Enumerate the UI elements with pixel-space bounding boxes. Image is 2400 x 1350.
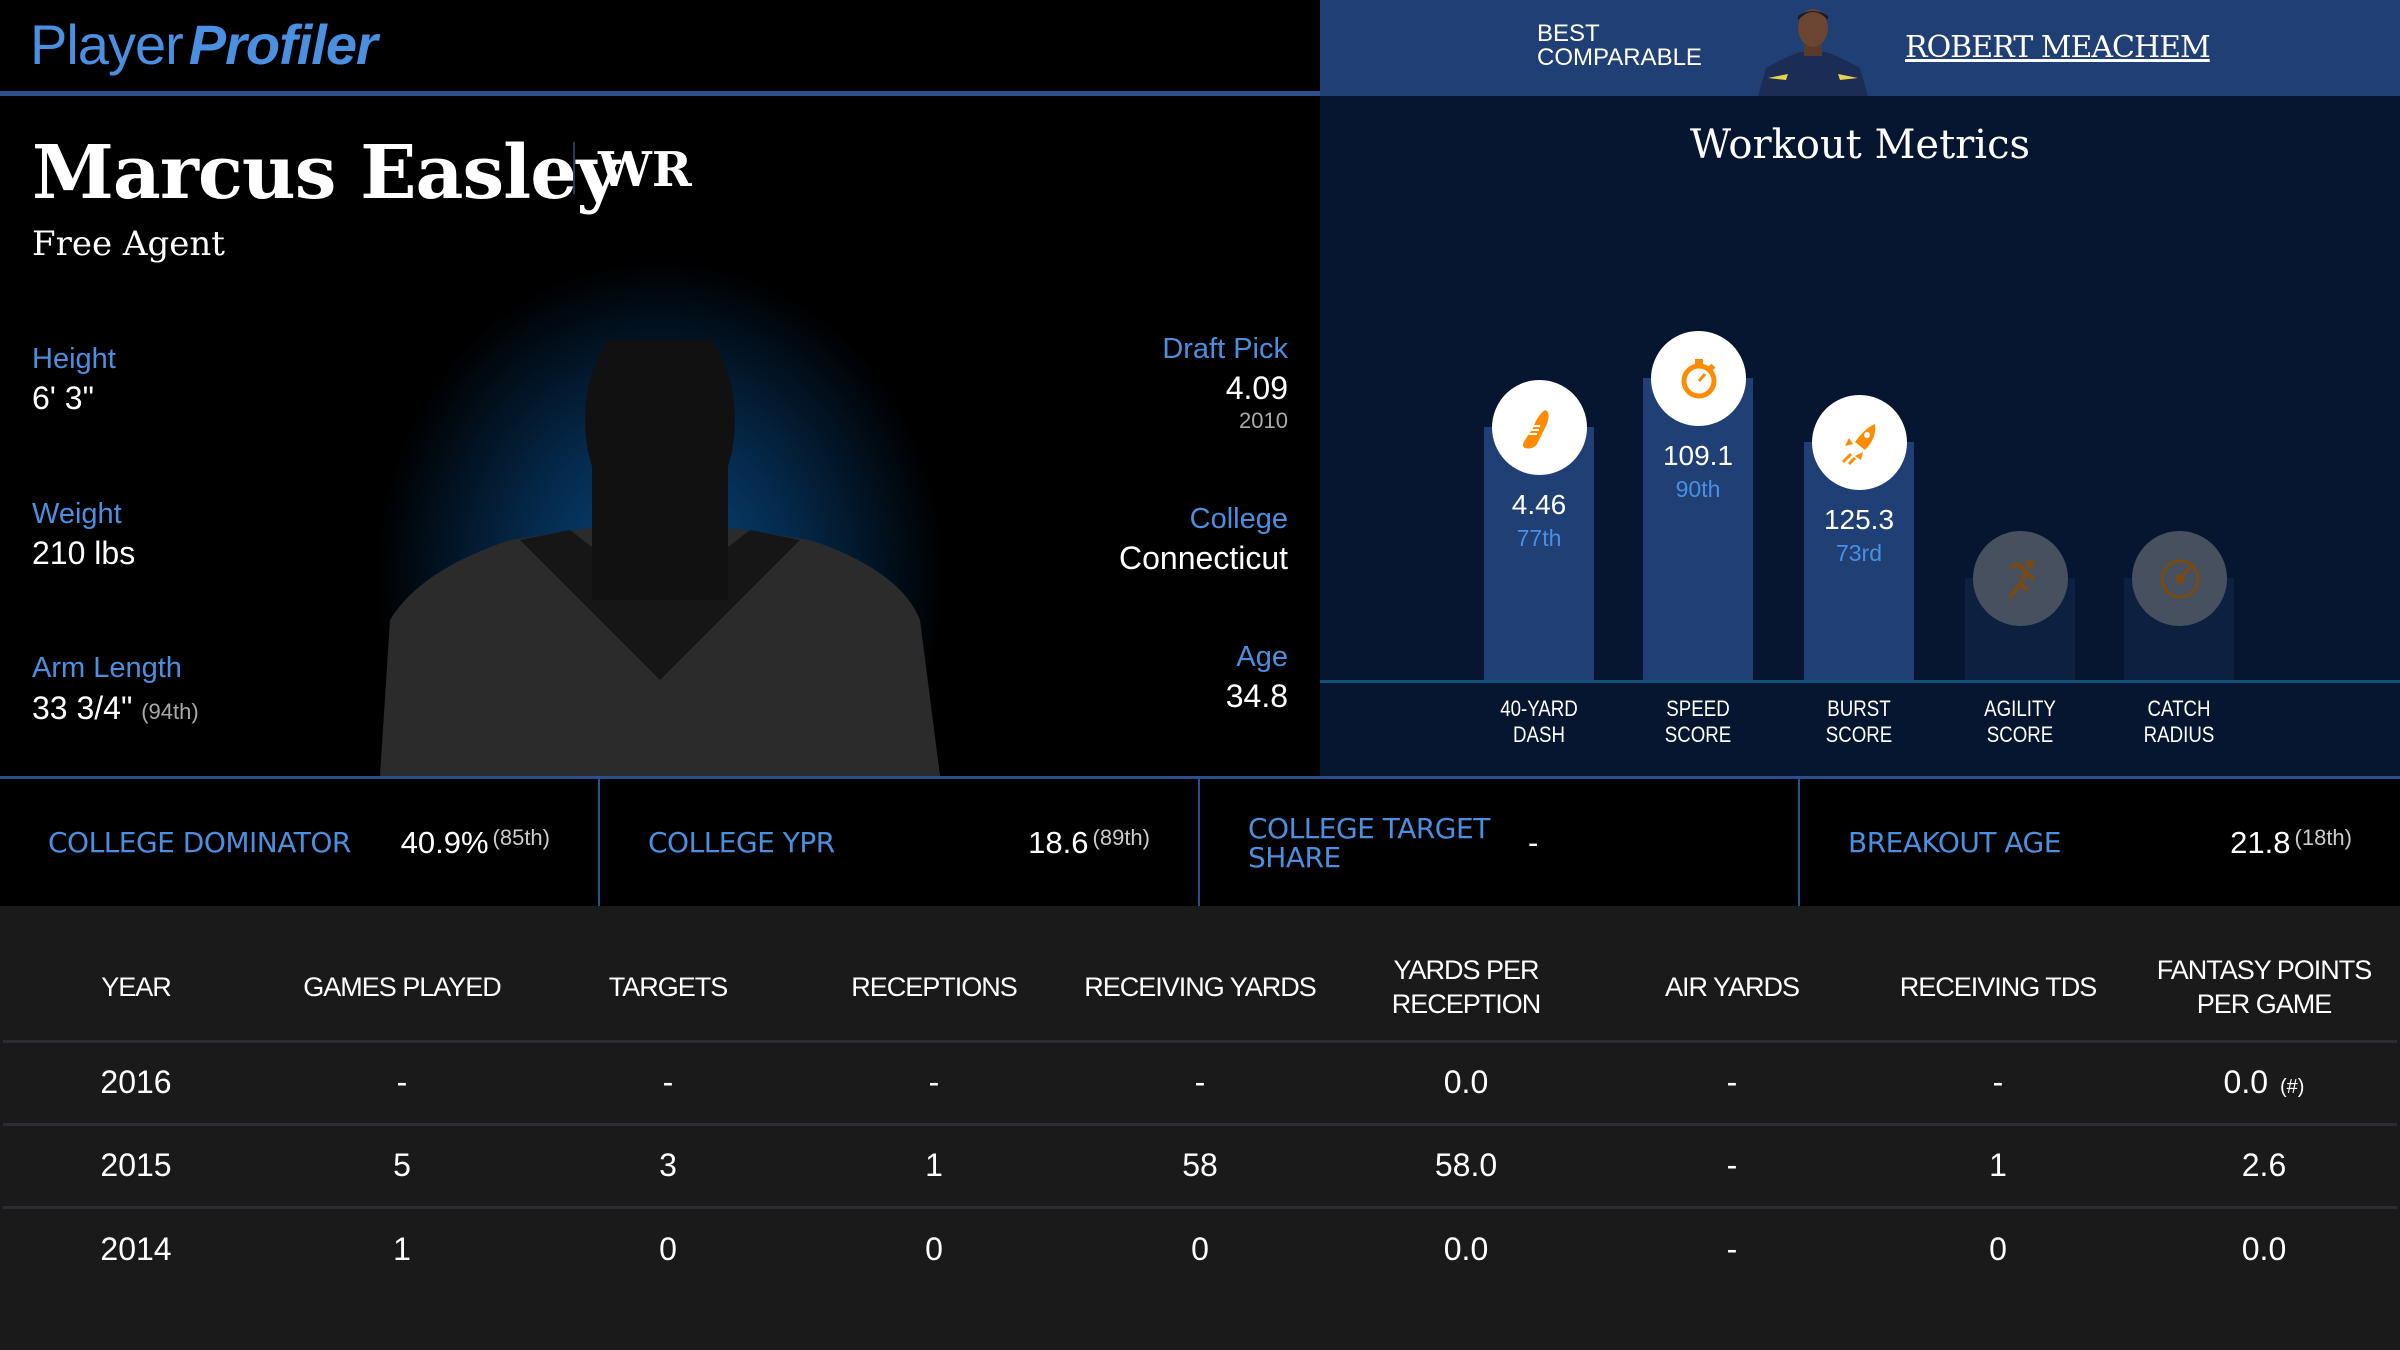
bar-percentile: 90th — [1675, 475, 1721, 502]
draft-year: 2010 — [1239, 408, 1288, 433]
column-header[interactable]: RECEIVING YARDS — [1084, 971, 1317, 1002]
runner-icon — [1973, 531, 2068, 626]
player-name: Marcus Easley — [32, 130, 619, 216]
table-cell: 0 — [1865, 1205, 2131, 1290]
table-cell: 0 — [1067, 1205, 1333, 1290]
logo-text-player: Player — [30, 13, 184, 76]
column-header[interactable]: RECEPTIONS — [851, 971, 1018, 1002]
bar-2[interactable] — [1643, 377, 1753, 680]
table-cell: 58 — [1067, 1122, 1333, 1207]
weight-label: Weight — [32, 498, 122, 530]
height-label: Height — [32, 343, 116, 375]
stopwatch-icon — [1651, 330, 1746, 426]
table-row: 2014 1 0 0 0 0.0-0 0.0 — [3, 1205, 2397, 1290]
table-cell: 2015 — [3, 1122, 269, 1207]
college-stats-bar: COLLEGE DOMINATOR 40.9% (85th) COLLEGE YPR… — [0, 776, 2400, 906]
table-cell: 2016 — [3, 1039, 269, 1124]
season-stats-table: YEAR GAMES PLAYED TARGETS RECEPTIONS RECEIVI… — [0, 906, 2400, 1350]
table-cell: 2014 — [3, 1205, 269, 1290]
table-cell: - — [801, 1039, 1067, 1124]
chart-baseline — [1320, 680, 2400, 683]
header-divider — [0, 91, 1320, 96]
name-divider — [573, 142, 575, 194]
stat-college-target-share: COLLEGE TARGET SHARE - — [1200, 779, 1800, 906]
header-left — [0, 0, 1320, 92]
logo[interactable]: Player Profiler — [30, 12, 378, 77]
table-cell: - — [1865, 1039, 2131, 1124]
table-cell: 5 — [269, 1122, 535, 1207]
table-row: 2016- - - -0.0- -0.0 (#) — [3, 1039, 2397, 1124]
target-icon — [2132, 531, 2227, 626]
fantasy-note: (#) — [2280, 1076, 2305, 1098]
age-value: 34.8 — [1225, 678, 1288, 714]
table-cell: 0.0 (#) — [2131, 1039, 2397, 1124]
table-cell: - — [535, 1039, 801, 1124]
stat-college-dominator: COLLEGE DOMINATOR 40.9% (85th) — [0, 779, 600, 906]
table-cell: 0 — [801, 1205, 1067, 1290]
arm-length-label: Arm Length — [32, 652, 182, 684]
table-cell: - — [1599, 1039, 1865, 1124]
stat-college-ypr: COLLEGE YPR 18.6 (89th) — [600, 779, 1200, 906]
arm-length-value: 33 3/4" (94th) — [32, 690, 199, 726]
table-cell: 1 — [801, 1122, 1067, 1207]
column-header[interactable]: FANTASY POINTS PER GAME — [2156, 954, 2373, 1019]
table-cell: 3 — [535, 1122, 801, 1207]
table-cell: 0.0 — [1333, 1039, 1599, 1124]
college-value: Connecticut — [1119, 540, 1288, 576]
column-header[interactable]: YARDS PER RECEPTION — [1391, 954, 1542, 1019]
college-label: College — [1189, 503, 1288, 535]
bar-label: 40-YARD DASH — [1500, 696, 1578, 747]
draft-pick-label: Draft Pick — [1162, 333, 1288, 365]
table-cell: 1 — [1865, 1122, 2131, 1207]
bar-value: 109.1 — [1662, 439, 1734, 471]
rocket-icon — [1812, 395, 1907, 491]
table-cell: 1 — [269, 1205, 535, 1290]
player-team: Free Agent — [32, 224, 225, 264]
bar-value: 4.46 — [1511, 488, 1567, 520]
height-value: 6' 3" — [32, 380, 94, 416]
player-silhouette — [380, 340, 940, 776]
table-cell: - — [1599, 1122, 1865, 1207]
bar-label: SPEED SCORE — [1664, 696, 1732, 747]
table-cell: 0.0 — [2131, 1205, 2397, 1290]
table-cell: - — [1599, 1205, 1865, 1290]
bar-percentile: 77th — [1516, 524, 1562, 551]
table-cell: 2.6 — [2131, 1122, 2397, 1207]
table-cell: - — [269, 1039, 535, 1124]
workout-metrics-title: Workout Metrics — [1689, 122, 2031, 168]
weight-value: 210 lbs — [32, 535, 136, 571]
table-cell: 0 — [535, 1205, 801, 1290]
column-header[interactable]: AIR YARDS — [1664, 971, 1800, 1002]
draft-pick-value: 4.09 — [1225, 370, 1288, 406]
player-position: WR — [598, 142, 692, 198]
column-header[interactable]: TARGETS — [608, 971, 729, 1002]
bar-label: BURST SCORE — [1825, 696, 1893, 747]
column-header[interactable]: RECEIVING TDS — [1899, 971, 2098, 1002]
logo-text-profiler: Profiler — [188, 13, 378, 76]
best-comparable-label: BEST COMPARABLE — [1537, 20, 1702, 71]
bar-percentile: 73rd — [1835, 540, 1883, 567]
table-cell: 58.0 — [1333, 1122, 1599, 1207]
arm-length-percentile: (94th) — [141, 699, 199, 724]
age-label: Age — [1236, 641, 1288, 673]
bar-value: 125.3 — [1823, 504, 1895, 536]
column-header[interactable]: GAMES PLAYED — [303, 971, 502, 1002]
shoe-icon — [1492, 379, 1587, 475]
bar-label: AGILITY SCORE — [1984, 696, 2056, 747]
stat-breakout-age: BREAKOUT AGE 21.8 (18th) — [1848, 824, 2352, 860]
column-header[interactable]: YEAR — [101, 971, 172, 1002]
table-row: 2015 5 3 1 58 58.0-1 2.6 — [3, 1122, 2397, 1207]
table-cell: 0.0 — [1333, 1205, 1599, 1290]
comparable-player-photo — [1758, 9, 1868, 96]
bar-label: CATCH RADIUS — [2143, 696, 2215, 747]
table-cell: - — [1067, 1039, 1333, 1124]
comparable-player-link[interactable]: ROBERT MEACHEM — [1905, 30, 2211, 65]
